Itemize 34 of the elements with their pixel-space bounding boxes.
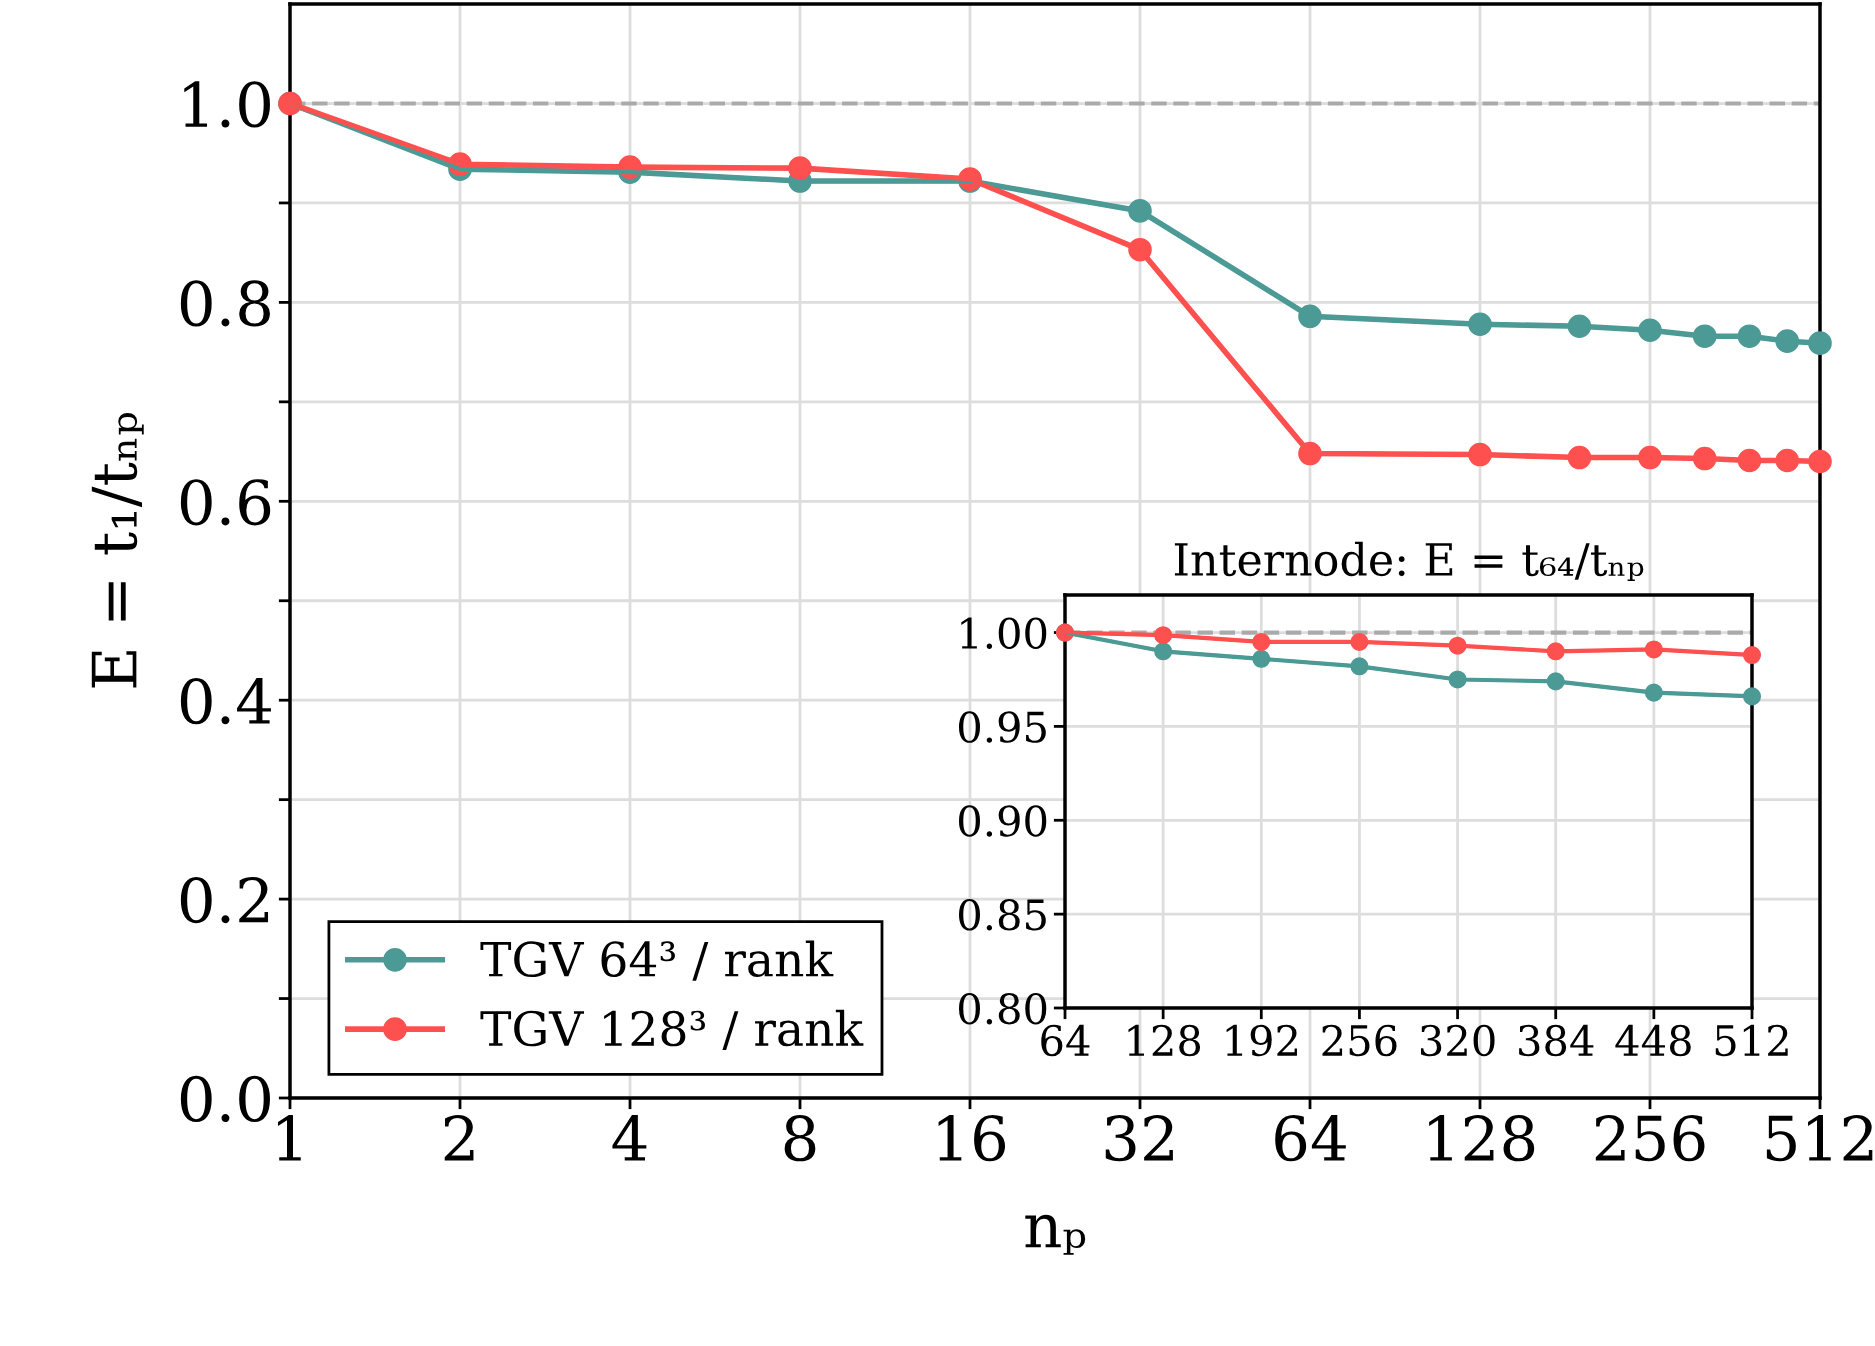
x-tick-label: 128 [1128,1024,1201,1057]
x-tick-label: 64 [1275,1115,1346,1162]
y-tick-label: 0.95 [959,711,1046,743]
y-tick-label: 0.8 [180,280,270,327]
y-tick-label: 0.80 [959,992,1047,1025]
x-tick-label: 320 [1420,1024,1495,1057]
chart-title: Internode: E = t₆₄/tₙₚ [1174,541,1644,581]
x-tick-label: 256 [1595,1115,1705,1162]
x-tick-label: 16 [938,1115,1006,1162]
y-tick-label: 0.85 [959,899,1046,931]
x-tick-label: 384 [1519,1024,1594,1057]
x-tick-label: 64 [1041,1024,1090,1057]
x-tick-label: 1 [278,1115,301,1161]
y-tick-label: 1.00 [961,617,1047,649]
x-tick-label: 128 [1429,1115,1535,1162]
y-tick-label: 0.90 [959,805,1047,837]
x-tick-label: 4 [612,1115,647,1161]
x-tick-label: 512 [1766,1115,1873,1162]
x-tick-label: 512 [1715,1024,1788,1057]
y-tick-label: 0.0 [180,1075,270,1123]
x-tick-label: 448 [1615,1024,1691,1057]
x-tick-label: 2 [444,1115,474,1161]
y-tick-label: 0.2 [180,876,269,924]
x-tick-label: 32 [1105,1115,1173,1162]
x-tick-label: 8 [784,1115,816,1162]
legend-label: TGV 64³ / rank [480,940,834,981]
x-axis-title: nₚ [1025,1214,1086,1255]
x-tick-label: 256 [1322,1024,1397,1057]
y-tick-label: 0.4 [180,678,271,725]
x-tick-label: 192 [1226,1024,1297,1057]
y-tick-label: 1.0 [184,81,270,128]
y-tick-label: 0.6 [180,479,271,526]
legend-label: TGV 128³ / rank [480,1009,864,1051]
y-axis-title: E = t₁/tₙₚ [91,412,144,688]
